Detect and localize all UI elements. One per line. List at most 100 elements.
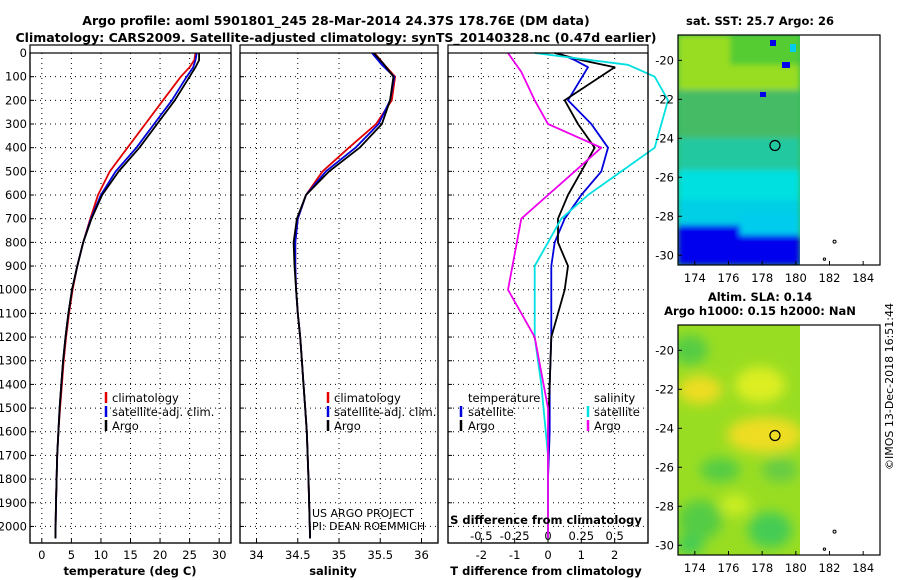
map-x-tick-label: 184 bbox=[852, 561, 874, 575]
figure-title-line2: Climatology: CARS2009. Satellite-adjuste… bbox=[15, 30, 656, 46]
map-y-tick-label: -22 bbox=[655, 382, 674, 396]
x-tick-label: 35.5 bbox=[367, 548, 393, 562]
salinity-legend: climatology satellite-adj. clim. Argo bbox=[326, 391, 436, 433]
figure-title-line1: Argo profile: aoml 5901801_245 28-Mar-20… bbox=[82, 13, 589, 29]
y-tick-label: 600 bbox=[5, 188, 27, 202]
legend-label-climatology: climatology bbox=[334, 391, 401, 405]
map-frame bbox=[677, 324, 881, 556]
island-marker bbox=[822, 547, 827, 551]
y-tick-label: 400 bbox=[5, 141, 27, 155]
map-x-tick-label: 176 bbox=[718, 271, 740, 285]
legend-label-s-argo: Argo bbox=[594, 419, 621, 433]
temperature-panel: 0 5 10 15 20 25 300100200300400500600700800900… bbox=[0, 44, 232, 562]
copyright-stamp: ©IMOS 13-Dec-2018 16:51:44 bbox=[883, 303, 896, 470]
x-tick-label: 5 bbox=[68, 548, 75, 562]
plot-border bbox=[29, 44, 232, 544]
legend-label-satellite: satellite-adj. clim. bbox=[334, 405, 436, 419]
temperature-xlabel: temperature (deg C) bbox=[63, 564, 196, 578]
legend-label-argo: Argo bbox=[112, 419, 139, 433]
y-tick-label: 100 bbox=[5, 70, 27, 84]
map-y-tick-label: -26 bbox=[655, 460, 674, 474]
x-tick-label: 1 bbox=[578, 548, 585, 562]
y-tick-label: 900 bbox=[5, 259, 27, 273]
y-tick-label: 1000 bbox=[0, 283, 27, 297]
plot-border bbox=[447, 44, 649, 544]
y-tick-label: 500 bbox=[5, 164, 27, 178]
x2-tick-label: -0.25 bbox=[500, 529, 530, 543]
y-tick-label: 1300 bbox=[0, 354, 27, 368]
map-y-tick-label: -26 bbox=[655, 170, 674, 184]
map-y-tick-label: -24 bbox=[655, 421, 674, 435]
y-tick-label: 800 bbox=[5, 235, 27, 249]
y-tick-label: 1700 bbox=[0, 448, 27, 462]
pi-credit: PI: DEAN ROEMMICH bbox=[312, 520, 425, 533]
map-x-tick-label: 180 bbox=[785, 271, 807, 285]
map-x-tick-label: 174 bbox=[684, 271, 706, 285]
x-tick-label: 34 bbox=[249, 548, 264, 562]
y-tick-label: 1500 bbox=[0, 401, 27, 415]
y-tick-label: 1100 bbox=[0, 306, 27, 320]
legend-label-s-satellite: satellite bbox=[594, 405, 640, 419]
island-marker bbox=[822, 257, 827, 261]
temperature-legend: climatology satellite-adj. clim. Argo bbox=[104, 391, 214, 433]
series-line-s-argo bbox=[507, 52, 603, 539]
x2-tick-label: 0.25 bbox=[569, 529, 595, 543]
sla-map-subtitle: Argo h1000: 0.15 h2000: NaN bbox=[664, 304, 856, 318]
series-line-argo bbox=[292, 52, 395, 539]
difference-xlabel: T difference from climatology bbox=[450, 564, 642, 578]
legend-label-satellite: satellite-adj. clim. bbox=[112, 405, 214, 419]
sst-map-title: sat. SST: 25.7 Argo: 26 bbox=[686, 14, 834, 28]
series-line-argo bbox=[54, 53, 200, 539]
map-y-tick-label: -30 bbox=[655, 538, 674, 552]
series-line-climatology bbox=[54, 52, 197, 539]
map-y-tick-label: -28 bbox=[655, 499, 674, 513]
island-marker bbox=[832, 239, 837, 244]
x2-tick-label: -0.5 bbox=[470, 529, 492, 543]
y-tick-label: 0 bbox=[20, 46, 27, 60]
y-tick-label: 1800 bbox=[0, 472, 27, 486]
map-y-tick-label: -30 bbox=[655, 248, 674, 262]
x2-tick-label: 0.5 bbox=[606, 529, 624, 543]
salinity-panel: 34 34.5 35 35.5 36 bbox=[239, 44, 439, 562]
argo-position-marker bbox=[769, 139, 781, 152]
y-tick-label: 1200 bbox=[0, 330, 27, 344]
x-tick-label: -2 bbox=[476, 548, 487, 562]
legend-label-argo: Argo bbox=[334, 419, 361, 433]
map-x-tick-label: 176 bbox=[718, 561, 740, 575]
x-tick-label: 20 bbox=[153, 548, 168, 562]
argo-position-marker bbox=[769, 429, 781, 442]
map-x-tick-label: 184 bbox=[852, 271, 874, 285]
y-tick-label: 1900 bbox=[0, 496, 27, 510]
legend-label-climatology: climatology bbox=[112, 391, 179, 405]
island-marker bbox=[832, 529, 837, 534]
difference-panel: -2 -1 0 1 2-0.5 -0.25 0 0.25 0.5 bbox=[447, 44, 669, 562]
legend-label-t-satellite: satellite bbox=[468, 405, 514, 419]
series-line-s-satellite bbox=[533, 52, 669, 539]
legend-title-salinity: salinity bbox=[594, 391, 635, 405]
legend-label-t-argo: Argo bbox=[468, 419, 495, 433]
map-x-tick-label: 174 bbox=[684, 561, 706, 575]
map-y-tick-label: -20 bbox=[655, 53, 674, 67]
difference-legend: temperature satellite Argo salinity sate… bbox=[459, 391, 640, 433]
x-tick-label: 25 bbox=[182, 548, 197, 562]
salinity-xlabel: salinity bbox=[309, 564, 357, 578]
map-frame bbox=[677, 34, 881, 266]
map-y-tick-label: -20 bbox=[655, 343, 674, 357]
map-x-tick-label: 182 bbox=[819, 271, 841, 285]
sla-map-title: Altim. SLA: 0.14 bbox=[708, 290, 812, 304]
x-tick-label: 2 bbox=[611, 548, 618, 562]
map-x-tick-label: 180 bbox=[785, 561, 807, 575]
difference-x2label: S difference from climatology bbox=[450, 513, 642, 527]
x-tick-label: 10 bbox=[94, 548, 109, 562]
map-y-tick-label: -22 bbox=[655, 92, 674, 106]
map-x-tick-label: 178 bbox=[751, 561, 773, 575]
legend-title-temperature: temperature bbox=[468, 391, 540, 405]
y-tick-label: 300 bbox=[5, 117, 27, 131]
y-tick-label: 700 bbox=[5, 212, 27, 226]
map-y-tick-label: -28 bbox=[655, 209, 674, 223]
sla-map-panel: 174 176 178 180 182 184 -20 -22 -24 -26 -28 -30 bbox=[655, 324, 881, 575]
map-x-tick-label: 182 bbox=[819, 561, 841, 575]
series-line-satellite-adj-clim- bbox=[54, 52, 198, 539]
x-tick-label: 30 bbox=[212, 548, 227, 562]
